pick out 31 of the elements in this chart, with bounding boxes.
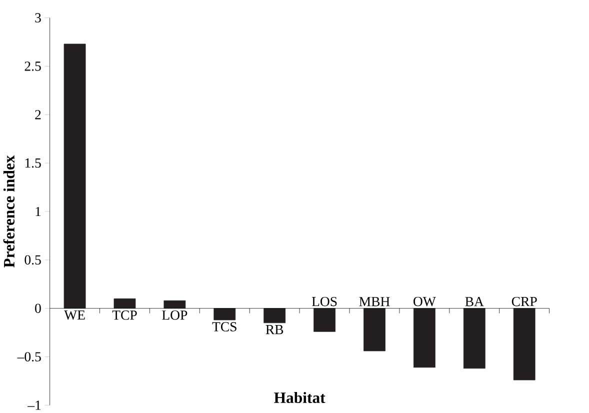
x-tick-label: RB [266,325,284,334]
y-tick-label: 1 [36,206,41,216]
y-tick-label: –1 [28,400,41,410]
y-tick-label: 2.5 [24,62,41,71]
bar [513,308,536,380]
bar [64,44,86,309]
y-axis-title: Preference index [3,155,15,268]
bar [463,308,486,369]
y-tick-label: 3 [35,13,41,22]
bar [314,308,336,332]
x-tick-label: LOS [312,296,337,306]
x-tick-label: BA [465,297,484,306]
bar [214,308,236,320]
y-tick-label: –0.5 [17,352,41,362]
bar [114,298,136,309]
y-tick-label: 0 [35,304,41,313]
x-tick-label: TCP [112,310,137,320]
x-tick-label: TCS [212,322,236,332]
y-tick-label: 2 [35,110,41,120]
x-tick-label: MBH [359,297,390,306]
bar [364,308,386,352]
y-tick-label: 0.5 [24,255,41,265]
bar [413,308,436,368]
y-tick-label: 1.5 [25,158,41,168]
bar [264,308,286,324]
x-tick-label: LOP [162,310,188,320]
bar [164,300,186,309]
x-tick-label: OW [414,296,436,306]
x-axis-title: Habitat [274,392,326,404]
x-tick-label: WE [64,310,85,320]
x-tick-label: CRP [512,296,537,306]
